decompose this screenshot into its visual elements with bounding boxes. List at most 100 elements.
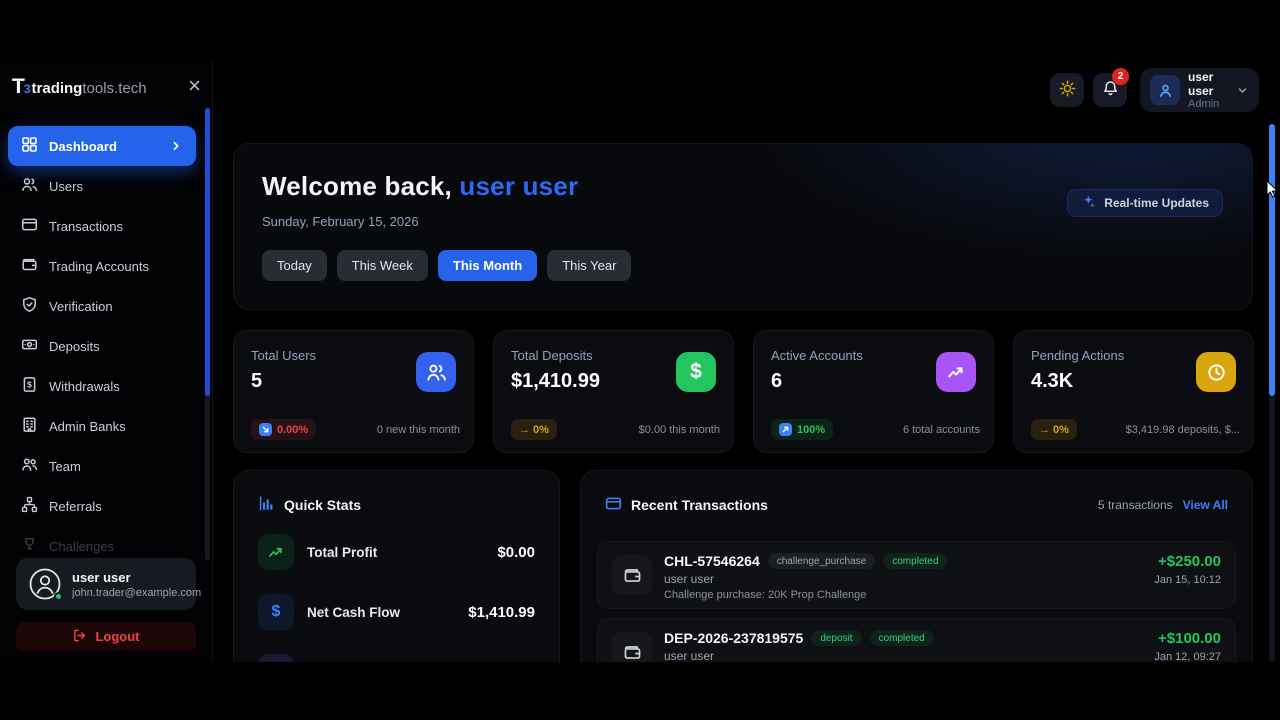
- sidebar-item-withdrawals[interactable]: $ Withdrawals: [8, 366, 196, 406]
- transactions-header: Recent Transactions 5 transactions View …: [581, 471, 1252, 515]
- quick-stat-row-clipped: [258, 654, 535, 662]
- sidebar-item-verification[interactable]: Verification: [8, 286, 196, 326]
- transaction-row[interactable]: DEP-2026-237819575 deposit completed use…: [597, 618, 1236, 662]
- transaction-description: Challenge purchase: 20K Prop Challenge: [664, 589, 867, 601]
- quick-stat-label: Total Profit: [307, 544, 378, 560]
- mouse-cursor: [1266, 179, 1279, 203]
- transaction-user: user user: [664, 572, 715, 586]
- transaction-right: +$250.00 Jan 15, 10:12: [1154, 553, 1221, 586]
- stat-change-text: 100%: [797, 423, 826, 436]
- trophy-icon: [21, 536, 38, 556]
- network-icon: [21, 496, 38, 516]
- stat-value: 6: [771, 370, 783, 392]
- transaction-ref: CHL-57546264: [664, 553, 760, 569]
- sidebar-item-label: Users: [49, 178, 83, 194]
- page-scrollbar[interactable]: [1269, 124, 1275, 662]
- transactions-title: Recent Transactions: [631, 497, 768, 513]
- bar-chart-icon: [258, 495, 275, 515]
- quick-stats-title: Quick Stats: [284, 497, 362, 513]
- trend-down-icon: [259, 423, 272, 436]
- sidebar-item-deposits[interactable]: Deposits: [8, 326, 196, 366]
- stat-note: $3,419.98 deposits, $...: [1125, 423, 1240, 436]
- quick-stat-label: Net Cash Flow: [307, 604, 401, 620]
- quick-stat-row-net-cash-flow: $ Net Cash Flow $1,410.99: [258, 594, 535, 630]
- sidebar-item-label: Referrals: [49, 498, 102, 514]
- header-user-role: Admin: [1188, 98, 1220, 111]
- brand-name-light: tools.tech: [82, 80, 147, 97]
- sidebar-item-label: Transactions: [49, 218, 123, 234]
- welcome-title-prefix: Welcome back,: [262, 171, 452, 201]
- transaction-main: DEP-2026-237819575 deposit completed use…: [664, 630, 934, 662]
- stat-change-badge: 0.00%: [251, 419, 317, 440]
- sidebar-item-dashboard[interactable]: Dashboard: [8, 126, 196, 166]
- quick-stat-value: $0.00: [497, 543, 535, 561]
- view-all-link[interactable]: View All: [1182, 498, 1228, 512]
- user-menu[interactable]: user user Admin: [1140, 68, 1259, 112]
- stat-card-total-deposits: Total Deposits $1,410.99 $ → 0% $0.00 th…: [493, 330, 734, 453]
- transaction-time: Jan 12, 09:27: [1154, 651, 1221, 662]
- credit-card-icon: [605, 495, 622, 515]
- sidebar-item-label: Verification: [49, 298, 113, 314]
- sidebar-item-users[interactable]: Users: [8, 166, 196, 206]
- transaction-row[interactable]: CHL-57546264 challenge_purchase complete…: [597, 541, 1236, 609]
- filter-this-year-button[interactable]: This Year: [547, 250, 632, 281]
- chevron-down-icon: [1236, 84, 1249, 97]
- user-menu-text: user user Admin: [1188, 70, 1228, 111]
- recent-transactions-panel: Recent Transactions 5 transactions View …: [580, 470, 1253, 662]
- sidebar-item-admin-banks[interactable]: Admin Banks: [8, 406, 196, 446]
- dollar-glyph: $: [271, 603, 281, 620]
- svg-text:$: $: [27, 379, 32, 389]
- trend-up-icon: [258, 534, 294, 570]
- theme-toggle-button[interactable]: [1050, 73, 1084, 107]
- transaction-main: CHL-57546264 challenge_purchase complete…: [664, 553, 948, 601]
- welcome-date: Sunday, February 15, 2026: [262, 214, 419, 229]
- online-status-dot: [54, 592, 63, 601]
- stat-change-badge: → 0%: [1031, 419, 1077, 440]
- stat-change-badge: → 0%: [511, 419, 557, 440]
- sidebar-scrollbar-thumb[interactable]: [205, 108, 210, 396]
- sidebar-item-challenges[interactable]: Challenges: [8, 526, 196, 566]
- sidebar-user-card[interactable]: user user john.trader@example.com: [16, 558, 201, 610]
- stat-card-footer: → 0% $3,419.98 deposits, $...: [1031, 419, 1240, 440]
- filter-this-week-button[interactable]: This Week: [336, 250, 428, 281]
- sidebar-item-trading-accounts[interactable]: Trading Accounts: [8, 246, 196, 286]
- stat-card-total-users: Total Users 5 0.00% 0 new this month: [233, 330, 474, 453]
- page-scrollbar-thumb[interactable]: [1269, 124, 1275, 396]
- sidebar-item-transactions[interactable]: Transactions: [8, 206, 196, 246]
- sidebar-item-team[interactable]: Team: [8, 446, 196, 486]
- welcome-title-name: user user: [459, 171, 579, 201]
- stat-card-footer: → 0% $0.00 this month: [511, 419, 720, 440]
- app-logo: T 3 trading tools.tech: [12, 75, 147, 99]
- transactions-header-right: 5 transactions View All: [1098, 498, 1228, 512]
- stat-label: Total Deposits: [511, 348, 593, 363]
- sidebar-logo-row: T 3 trading tools.tech: [12, 70, 202, 104]
- avatar: [28, 567, 63, 601]
- app-window: T 3 trading tools.tech Dashboard Users: [0, 60, 1280, 662]
- filter-this-month-button[interactable]: This Month: [437, 250, 538, 281]
- transaction-right: +$100.00 Jan 12, 09:27: [1154, 630, 1221, 662]
- transaction-status-tag: completed: [883, 553, 948, 569]
- logout-button[interactable]: Logout: [16, 622, 196, 651]
- filter-today-button[interactable]: Today: [262, 250, 327, 281]
- trend-up-mini-icon: [779, 423, 792, 436]
- wallet-icon: [612, 632, 652, 662]
- dashboard-grid-icon: [21, 136, 38, 156]
- stat-change-badge: 100%: [771, 419, 834, 440]
- wallet-icon: [612, 555, 652, 595]
- users-icon: [21, 176, 38, 196]
- sidebar-item-referrals[interactable]: Referrals: [8, 486, 196, 526]
- sidebar-item-label: Deposits: [49, 338, 100, 354]
- notification-count-badge: 2: [1112, 68, 1129, 85]
- stat-card-pending-actions: Pending Actions 4.3K → 0% $3,419.98 depo…: [1013, 330, 1254, 453]
- time-filter-group: Today This Week This Month This Year: [262, 250, 632, 281]
- sidebar-close-button[interactable]: [187, 78, 202, 96]
- sidebar-item-label: Trading Accounts: [49, 258, 149, 274]
- stat-value: 5: [251, 370, 263, 392]
- transaction-user: user user: [664, 649, 715, 662]
- sidebar-scrollbar[interactable]: [205, 108, 210, 560]
- brand-name-bold: trading: [31, 80, 83, 97]
- transaction-type-tag: challenge_purchase: [767, 553, 876, 569]
- user-card-text: user user john.trader@example.com: [72, 570, 201, 599]
- sun-icon: [1059, 80, 1076, 100]
